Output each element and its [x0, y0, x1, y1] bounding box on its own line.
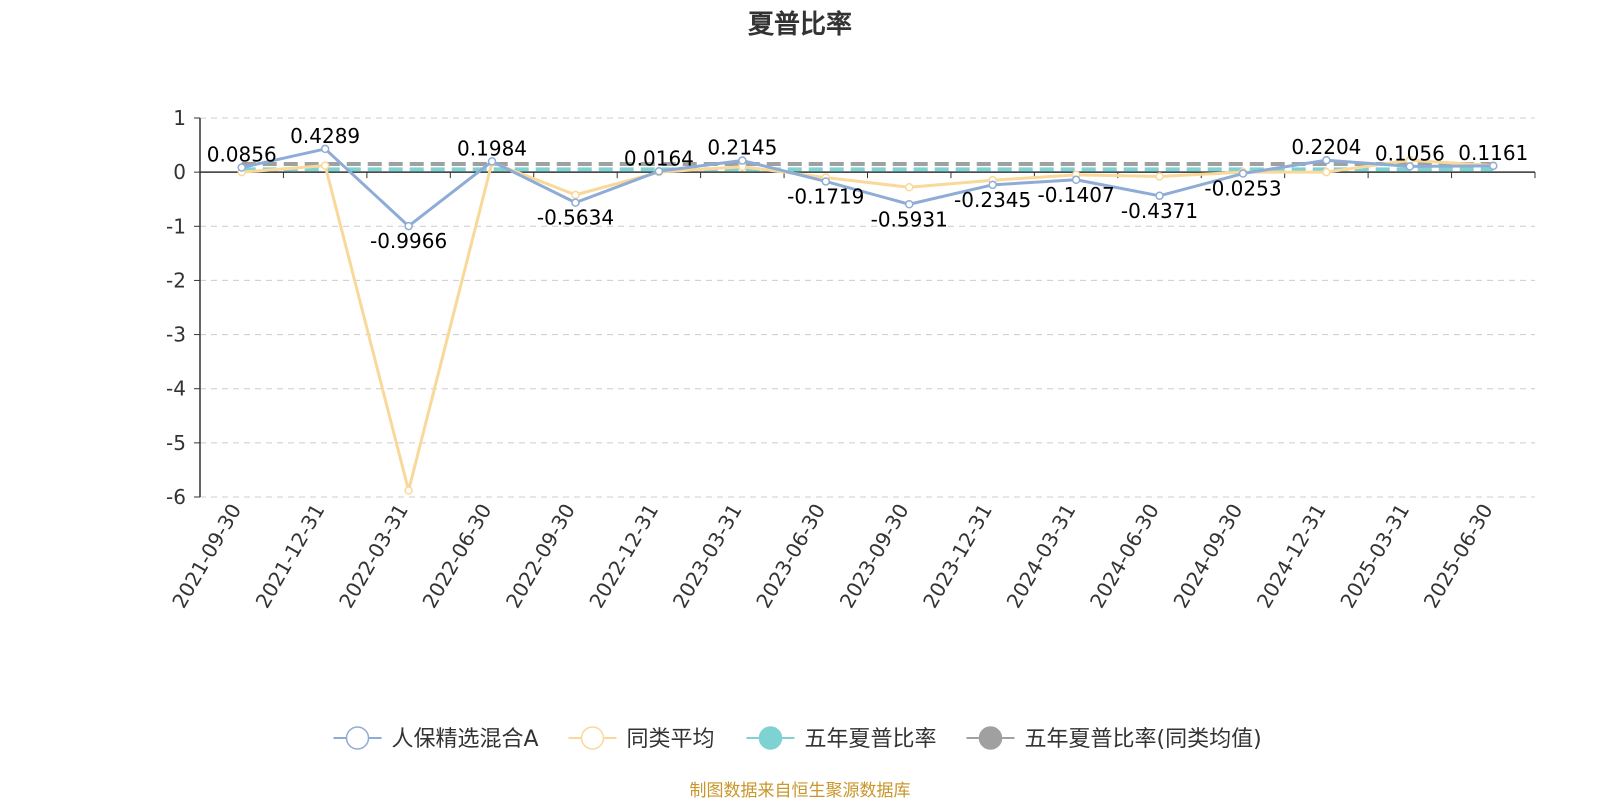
fund-point — [988, 180, 997, 190]
category-avg-point — [571, 190, 580, 200]
grid-lines — [200, 117, 1535, 498]
data-label: 0.0164 — [624, 146, 694, 170]
series-lines — [237, 144, 1498, 495]
y-tick-label: -2 — [166, 268, 186, 292]
data-label: 0.0856 — [207, 143, 277, 167]
category-avg-point — [1155, 172, 1164, 181]
data-label: -0.1719 — [787, 184, 864, 208]
category-avg-point — [1322, 167, 1331, 177]
fund-point — [571, 198, 580, 207]
fund-point — [904, 200, 914, 209]
fund-point — [1489, 161, 1498, 171]
fund-point — [1405, 162, 1415, 171]
fund-point — [738, 156, 747, 165]
category-avg-line — [241, 158, 1494, 493]
category-avg-point — [904, 183, 914, 192]
fund-line — [241, 147, 1494, 228]
x-tick-label: 2023-06-30 — [751, 500, 830, 613]
y-tick-label: -4 — [166, 377, 186, 401]
x-tick-label: 2023-12-31 — [918, 500, 997, 613]
x-tick-label: 2022-06-30 — [417, 500, 496, 613]
legend-marker-icon — [978, 726, 1003, 750]
legend-item[interactable]: 人保精选混合A — [333, 726, 539, 752]
x-tick-label: 2022-12-31 — [584, 500, 663, 613]
category-avg-point — [320, 161, 330, 170]
legend-label: 同类平均 — [627, 727, 715, 752]
category-avg-point — [404, 486, 413, 495]
fund-point — [1071, 175, 1081, 185]
data-label: -0.5931 — [871, 207, 948, 231]
fund-point — [821, 177, 831, 186]
y-tick-label: 1 — [173, 106, 186, 130]
data-label: -0.9966 — [370, 229, 447, 253]
x-tick-label: 2023-09-30 — [835, 500, 914, 613]
data-label: -0.5634 — [537, 206, 614, 230]
x-tick-label: 2021-09-30 — [167, 500, 246, 613]
fund-point — [1155, 191, 1164, 201]
fund-point — [654, 167, 664, 176]
legend: 人保精选混合A 同类平均 五年夏普比率 五年夏普比率(同类均值) — [333, 726, 1262, 752]
x-tick-label: 2025-03-31 — [1335, 500, 1414, 613]
x-tick-label: 2024-12-31 — [1252, 500, 1331, 613]
data-label: 0.1161 — [1458, 141, 1528, 165]
fund-point — [237, 163, 246, 172]
fund-point — [320, 144, 330, 154]
data-label: 0.1984 — [457, 136, 527, 160]
x-tick-label: 2024-09-30 — [1168, 500, 1247, 613]
y-tick-label: -6 — [166, 485, 186, 509]
legend-label: 人保精选混合A — [392, 727, 539, 752]
x-tick-label: 2021-12-31 — [251, 500, 330, 613]
x-tick-label: 2022-03-31 — [334, 500, 413, 613]
data-label: 0.1056 — [1375, 141, 1445, 165]
chart-title: 夏普比率 — [748, 9, 852, 40]
legend-label: 五年夏普比率 — [805, 727, 937, 752]
x-tick-label: 2025-06-30 — [1419, 500, 1498, 613]
data-label: 0.4289 — [290, 124, 360, 148]
legend-marker-icon — [345, 726, 370, 750]
y-tick-label: -1 — [166, 214, 186, 238]
legend-item[interactable]: 五年夏普比率(同类均值) — [966, 726, 1262, 752]
fund-point — [404, 221, 413, 231]
y-tick-label: -5 — [166, 431, 186, 455]
x-tick-label: 2024-03-31 — [1002, 500, 1081, 613]
data-labels: 0.0856 0.4289 -0.9966 0.1984 -0.5634 0.0164 0.… — [207, 124, 1529, 253]
y-tick-label: -3 — [166, 323, 186, 347]
fund-point — [1322, 155, 1331, 165]
data-label: -0.4371 — [1121, 199, 1198, 223]
x-tick-label: 2023-03-31 — [668, 500, 747, 613]
legend-marker-icon — [580, 726, 605, 750]
legend-item[interactable]: 同类平均 — [568, 726, 715, 752]
legend-marker-icon — [758, 726, 783, 750]
legend-item[interactable]: 五年夏普比率 — [746, 726, 937, 752]
reference-lines — [241, 162, 1494, 172]
legend-label: 五年夏普比率(同类均值) — [1025, 727, 1262, 752]
fund-point — [487, 157, 497, 166]
fund-point — [1238, 169, 1248, 178]
source-note: 制图数据来自恒生聚源数据库 — [690, 781, 911, 800]
data-label: 0.2145 — [707, 136, 777, 160]
x-tick-label: 2024-06-30 — [1085, 500, 1164, 613]
x-tick-label: 2022-09-30 — [501, 500, 580, 613]
data-label: 0.2204 — [1291, 135, 1361, 159]
y-tick-label: 0 — [173, 160, 186, 184]
data-label: -0.2345 — [954, 188, 1031, 212]
data-label: -0.1407 — [1037, 183, 1114, 207]
data-label: -0.0253 — [1204, 177, 1281, 201]
